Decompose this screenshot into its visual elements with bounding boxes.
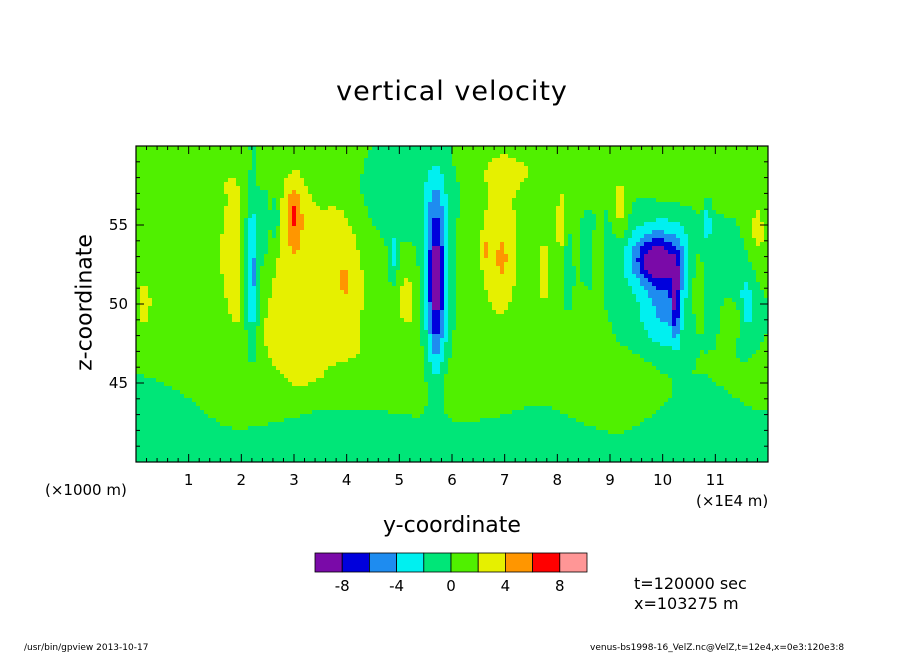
y-axis: 45 50 55	[109, 161, 768, 447]
footer-file-info: venus-bs1998-16_VelZ.nc@VelZ,t=12e4,x=0e…	[590, 643, 845, 653]
x-position-label: x=103275 m	[634, 594, 739, 613]
colorbar-swatch	[314, 552, 343, 573]
contour-band	[136, 146, 768, 434]
y-axis-label: z-coordinate	[72, 234, 98, 371]
x-tick-label: 11	[706, 471, 725, 489]
contour-band	[432, 246, 680, 310]
x-tick-label: 7	[500, 471, 510, 489]
x-tick-label: 9	[605, 471, 615, 489]
colorbar-swatch	[423, 552, 452, 573]
colorbar-swatch	[532, 552, 561, 573]
x-tick-label: 1	[184, 471, 194, 489]
footer-program-date: /usr/bin/gpview 2013-10-17	[24, 643, 149, 653]
x-tick-label: 10	[653, 471, 672, 489]
colorbar-swatch	[341, 552, 370, 573]
colorbar-swatch	[477, 552, 506, 573]
colorbar-swatch	[450, 552, 479, 573]
x-tick-label: 4	[342, 471, 352, 489]
contour-field	[136, 146, 768, 462]
x-tick-label: 2	[237, 471, 247, 489]
colorbar-tick-label: 0	[446, 577, 456, 595]
contour-band	[140, 154, 764, 386]
x-tick-label: 6	[447, 471, 457, 489]
x-tick-label: 8	[553, 471, 563, 489]
x-axis-label: y-coordinate	[383, 513, 521, 538]
y-tick-label: 45	[109, 374, 128, 392]
y-tick-label: 55	[109, 216, 128, 234]
colorbar-swatch	[504, 552, 533, 573]
x-tick-label: 5	[395, 471, 405, 489]
x-tick-label: 3	[289, 471, 299, 489]
chart-title: vertical velocity	[336, 76, 568, 107]
x-axis-unit-right: (×1E4 m)	[696, 492, 769, 510]
colorbar: -8 -4 0 4 8	[314, 552, 588, 595]
colorbar-tick-label: -8	[335, 577, 350, 595]
time-label: t=120000 sec	[634, 574, 747, 593]
colorbar-swatch	[368, 552, 397, 573]
x-axis: 1 2 3 4 5 6 7 8 9 10 11	[146, 146, 758, 489]
colorbar-tick-label: 4	[501, 577, 511, 595]
colorbar-tick-label: -4	[389, 577, 404, 595]
colorbar-tick-label: 8	[555, 577, 565, 595]
colorbar-swatch	[559, 552, 588, 573]
colorbar-swatch	[396, 552, 425, 573]
x-axis-unit-left: (×1000 m)	[45, 481, 127, 499]
y-tick-label: 50	[109, 295, 128, 313]
contour-band	[292, 206, 296, 226]
